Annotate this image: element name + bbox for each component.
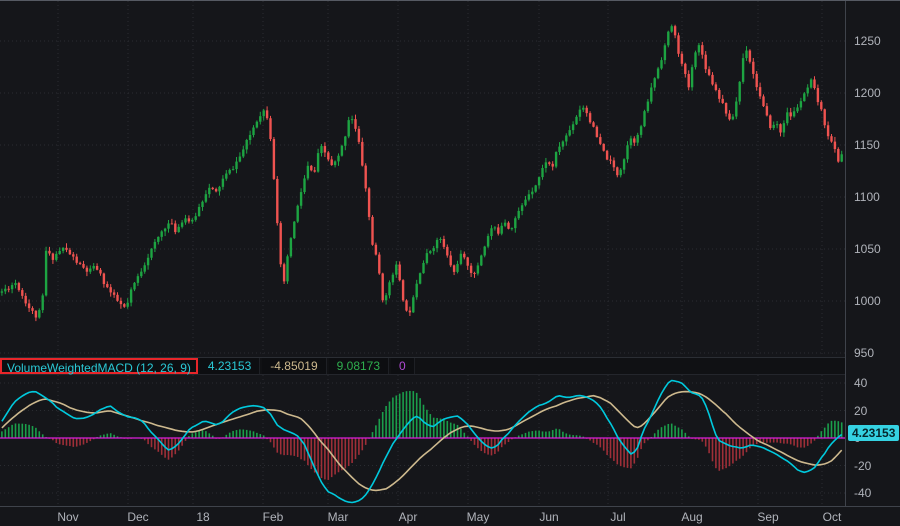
price-axis-label: 1050 — [854, 242, 881, 256]
time-axis-label: Aug — [681, 510, 703, 524]
indicator-value-histogram: 9.08173 — [328, 358, 390, 374]
macd-axis-label: 40 — [854, 376, 868, 390]
price-axis-scale[interactable]: 12501200115011001050100095040200-20-404.… — [845, 1, 900, 506]
time-axis-label: Mar — [327, 510, 349, 524]
indicator-legend: VolumeWeightedMACD (12, 26, 9) 4.23153 -… — [0, 357, 845, 375]
macd-axis-label: -20 — [854, 458, 872, 473]
time-axis-scale[interactable]: Nov Dec 18 Feb Mar Apr May Jun Jul Aug Sep Oct — [0, 506, 900, 526]
macd-pane[interactable] — [0, 375, 845, 506]
price-axis-label: 1100 — [854, 190, 880, 204]
price-pane[interactable] — [0, 1, 845, 357]
time-axis-label: Dec — [127, 510, 149, 524]
time-axis-label: Nov — [57, 510, 79, 524]
time-axis-label: Jul — [610, 510, 626, 524]
time-axis-label: Feb — [262, 510, 284, 524]
time-axis-label: Apr — [398, 510, 418, 524]
price-axis-label: 1250 — [854, 34, 881, 48]
indicator-value-signal: -4.85019 — [262, 358, 327, 374]
price-axis-label: 950 — [854, 346, 875, 360]
time-axis-label: Oct — [822, 510, 842, 524]
macd-axis-label: 20 — [854, 403, 868, 418]
time-axis-label: Sep — [757, 510, 779, 524]
macd-axis-label: -40 — [854, 486, 872, 500]
time-axis-label: Jun — [539, 510, 559, 524]
time-axis-label: 18 — [196, 510, 210, 524]
indicator-value-macd: 4.23153 — [199, 358, 261, 374]
time-axis-label: May — [466, 510, 490, 524]
indicator-value-zero: 0 — [391, 358, 415, 374]
macd-last-value-badge: 4.23153 — [848, 425, 900, 441]
price-axis-label: 1000 — [854, 294, 881, 308]
price-axis-label: 1150 — [854, 138, 880, 152]
price-axis-label: 1200 — [854, 86, 881, 100]
indicator-title[interactable]: VolumeWeightedMACD (12, 26, 9) — [0, 358, 198, 375]
